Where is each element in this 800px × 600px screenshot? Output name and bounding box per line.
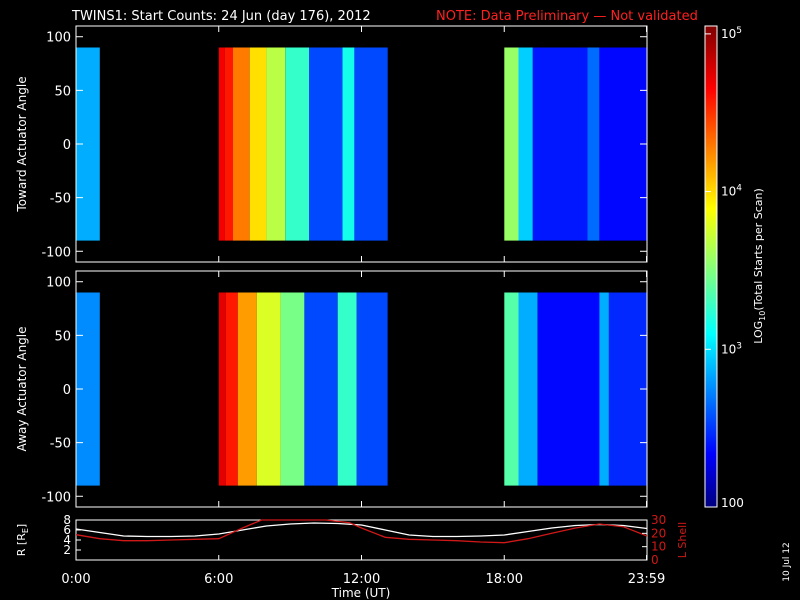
heatmap-band: [587, 47, 600, 241]
y-tick-label: -100: [41, 245, 71, 260]
heatmap-band: [256, 292, 281, 486]
toward-angle-axis: 100 50 0 -50 -100: [41, 26, 648, 262]
heatmap-band: [304, 292, 338, 486]
heatmap-band: [518, 47, 533, 241]
colorbar-tick-label: 105: [721, 26, 742, 41]
heatmap-band: [532, 47, 588, 241]
away-angle-heatmap: [76, 292, 647, 486]
time-tick-label: 18:00: [486, 572, 523, 587]
away-angle-ylabel: Away Actuator Angle: [15, 326, 29, 451]
radius-ylabel: R [RE]: [15, 524, 30, 556]
preliminary-note: NOTE: Data Preliminary — Not validated: [436, 9, 698, 24]
heatmap-band: [224, 47, 233, 241]
time-tick-label: 23:59: [628, 572, 665, 587]
colorbar-label: LOG10(Total Starts per Scan): [752, 188, 767, 344]
colorbar-label-main: LOG: [752, 321, 765, 344]
heatmap-band: [504, 292, 519, 486]
y-tick-label: -50: [50, 192, 71, 207]
toward-angle-heatmap: [76, 47, 647, 241]
heatmap-band: [249, 47, 267, 241]
heatmap-band: [504, 47, 519, 241]
heatmap-band: [237, 292, 257, 486]
time-tick-label: 6:00: [204, 572, 233, 587]
heatmap-band: [76, 292, 100, 486]
orbit-lines: [75, 519, 648, 544]
toward-angle-panel: 100 50 0 -50 -100 Toward Actuator Angle: [15, 25, 648, 263]
lshell-tick-label: 10: [651, 540, 666, 554]
lshell-ylabel: L Shell: [676, 522, 689, 558]
heatmap-band: [309, 47, 343, 241]
heatmap-band: [537, 292, 600, 486]
radius-label-main: R [R: [15, 533, 28, 556]
radius-tick-label: 4: [63, 533, 71, 547]
colorbar-label-sub: 10: [758, 311, 767, 321]
lshell-tick-label: 20: [651, 526, 666, 540]
y-tick-label: 0: [63, 383, 71, 398]
heatmap-band: [76, 47, 100, 241]
heatmap-band: [342, 47, 355, 241]
heatmap-band: [518, 292, 538, 486]
colorbar: 105 104 103 100 LOG10(Total Starts per Scan…: [704, 25, 767, 510]
generation-date: 10 Jul 12: [782, 542, 792, 582]
colorbar-ticks: 105 104 103 100: [705, 26, 744, 510]
radius-label-sub: E: [21, 528, 30, 533]
y-tick-label: 50: [54, 329, 71, 344]
y-tick-label: 100: [46, 31, 71, 46]
heatmap-band: [599, 292, 609, 486]
heatmap-band: [285, 47, 310, 241]
heatmap-band: [280, 292, 305, 486]
colorbar-tick-label: 104: [721, 184, 742, 199]
toward-angle-ylabel: Toward Actuator Angle: [15, 76, 29, 212]
heatmap-band: [354, 47, 388, 241]
radius-tick-label: 8: [63, 513, 71, 527]
time-xlabel: Time (UT): [331, 586, 391, 600]
colorbar-tick-label: 100: [721, 496, 744, 510]
colorbar-label-rest: (Total Starts per Scan): [752, 188, 765, 310]
y-tick-label: 100: [46, 276, 71, 291]
heatmap-band: [599, 47, 647, 241]
heatmap-band: [225, 292, 238, 486]
y-tick-label: 50: [54, 84, 71, 99]
lshell-line: [75, 519, 648, 544]
lshell-tick-label: 30: [651, 513, 666, 527]
heatmap-band: [356, 292, 388, 486]
heatmap-band: [266, 47, 286, 241]
radius-line: [75, 522, 648, 538]
time-tick-label: 0:00: [61, 572, 90, 587]
figure-title: TWINS1: Start Counts: 24 Jun (day 176), …: [71, 9, 371, 24]
heatmap-band: [337, 292, 357, 486]
away-angle-panel: 100 50 0 -50 -100 Away Actuator Angle: [15, 270, 648, 508]
radius-tick-label: 2: [63, 543, 71, 557]
lshell-tick-label: 0: [651, 553, 659, 567]
time-tick-label: 12:00: [343, 572, 380, 587]
heatmap-band: [218, 47, 225, 241]
radius-label-close: ]: [15, 524, 28, 528]
y-tick-label: 0: [63, 138, 71, 153]
colorbar-scale: [704, 25, 718, 508]
colorbar-tick-label: 103: [721, 341, 742, 356]
radius-tick-label: 6: [63, 523, 71, 537]
y-tick-label: -50: [50, 437, 71, 452]
heatmap-band: [218, 292, 226, 486]
y-tick-label: -100: [41, 490, 71, 505]
away-angle-axis: 100 50 0 -50 -100: [41, 271, 648, 507]
heatmap-band: [233, 47, 250, 241]
